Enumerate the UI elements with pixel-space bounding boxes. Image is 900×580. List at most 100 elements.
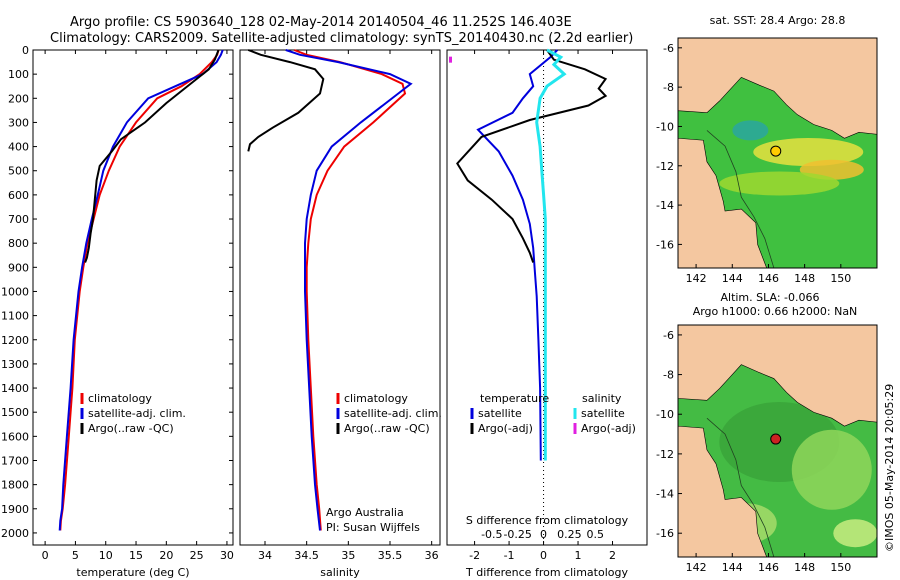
difference-s-legend-label: satellite — [581, 407, 625, 420]
depth-tick-label: 900 — [8, 261, 29, 274]
sla-map-ytick-label: -8 — [663, 369, 674, 382]
salinity-xtick-label: 34.5 — [294, 549, 319, 562]
salinity-legend-label: Argo(..raw -QC) — [344, 422, 430, 435]
difference-series-t-satellite — [476, 49, 559, 461]
sst-map-xtick-label: 144 — [722, 272, 743, 285]
depth-tick-label: 1300 — [1, 358, 29, 371]
depth-tick-label: 1400 — [1, 382, 29, 395]
sst-map-ytick-label: -10 — [656, 120, 674, 133]
header-line-1: Argo profile: CS 5903640_128 02-May-2014… — [70, 15, 572, 30]
temperature-panel-frame — [32, 49, 234, 546]
salinity-panel: 34 34.5 35 35.5 36 climatology satellite-adj. … — [239, 49, 442, 579]
salinity-xtick-label: 36 — [425, 549, 439, 562]
temperature-xtick-label: 15 — [129, 549, 143, 562]
sla-map-title-1: Altim. SLA: -0.066 — [720, 291, 819, 304]
sla-map-land-new-guinea — [677, 324, 878, 427]
salinity-series-climatology — [293, 49, 407, 531]
sla-map-panel: 142 144 146 148 150 -6 -8 -10 -12 -14 -16 Altim. SL… — [656, 291, 878, 574]
imos-stamp: ©IMOS 05-May-2014 20:05:29 — [883, 384, 896, 552]
sst-map-land-new-guinea — [677, 37, 878, 139]
difference-legend-s-title: salinity — [582, 392, 622, 405]
salinity-series-satellite-adj-clim- — [285, 49, 413, 531]
depth-tick-label: 500 — [8, 165, 29, 178]
depth-tick-label: 800 — [8, 237, 29, 250]
depth-tick-label: 0 — [22, 44, 29, 57]
temperature-panel: 0100200300400500600700800900100011001200… — [1, 44, 234, 579]
sst-map-xtick-label: 142 — [686, 272, 707, 285]
depth-tick-label: 1800 — [1, 479, 29, 492]
sla-map-ytick-label: -16 — [656, 527, 674, 540]
salinity-xtick-label: 35.5 — [378, 549, 403, 562]
sla-map-frame — [677, 324, 878, 558]
salinity-legend-label: climatology — [344, 392, 408, 405]
depth-tick-label: 200 — [8, 92, 29, 105]
sla-map-ytick-label: -12 — [656, 448, 674, 461]
sla-map-xtick-label: 144 — [722, 561, 743, 574]
temperature-xtick-label: 20 — [159, 549, 173, 562]
sst-map-field-patch — [719, 171, 840, 196]
difference-s-argo-mark — [449, 56, 452, 63]
sst-map-shelf-contour — [706, 130, 775, 269]
sst-map-argo-marker — [770, 145, 782, 157]
difference-xtick-label: -1 — [504, 549, 515, 562]
depth-tick-label: 700 — [8, 213, 29, 226]
sst-map-ytick-label: -12 — [656, 160, 674, 173]
depth-tick-label: 1900 — [1, 503, 29, 516]
sst-map-xtick-label: 148 — [794, 272, 815, 285]
depth-tick-label: 1100 — [1, 310, 29, 323]
salinity-xtick-label: 35 — [341, 549, 355, 562]
difference-xlabel: T difference from climatology — [465, 566, 628, 579]
difference-s-xlabel: S difference from climatology — [466, 514, 629, 527]
salinity-xlabel: salinity — [320, 566, 360, 579]
temperature-series-argo-raw-qc- — [84, 49, 220, 263]
sla-map-ytick-label: -10 — [656, 408, 674, 421]
depth-tick-label: 400 — [8, 141, 29, 154]
depth-tick-label: 300 — [8, 116, 29, 129]
sla-map-field-patch — [791, 429, 872, 510]
sst-map-field-patch — [732, 120, 769, 141]
difference-series-s-satellite — [535, 48, 567, 461]
header-line-2: Climatology: CARS2009. Satellite-adjuste… — [50, 31, 633, 46]
sla-map-field-patch — [833, 519, 878, 548]
salinity-annotation-pi: PI: Susan Wijffels — [326, 521, 420, 534]
temperature-xtick-label: 10 — [99, 549, 113, 562]
difference-s-tick-label: 0 — [540, 528, 547, 541]
difference-xtick-label: 2 — [609, 549, 616, 562]
salinity-legend-label: satellite-adj. clim. — [344, 407, 442, 420]
temperature-series-satellite-adj-clim- — [58, 49, 224, 531]
temperature-xtick-label: 0 — [42, 549, 49, 562]
difference-s-tick-label: -0.25 — [503, 528, 531, 541]
salinity-annotation-institution: Argo Australia — [326, 506, 404, 519]
sst-map-title: sat. SST: 28.4 Argo: 28.8 — [710, 14, 846, 27]
sst-map-xtick-label: 150 — [830, 272, 851, 285]
temperature-legend-label: satellite-adj. clim. — [88, 407, 186, 420]
depth-tick-label: 600 — [8, 189, 29, 202]
sla-map-xtick-label: 150 — [830, 561, 851, 574]
salinity-xtick-label: 34 — [258, 549, 272, 562]
difference-xtick-label: 1 — [575, 549, 582, 562]
temperature-legend-label: Argo(..raw -QC) — [88, 422, 174, 435]
difference-s-tick-label: 0.25 — [557, 528, 582, 541]
sla-map-shelf-contour — [706, 417, 775, 558]
sst-map-ytick-label: -6 — [663, 42, 674, 55]
difference-xtick-label: 0 — [540, 549, 547, 562]
sla-map-xtick-label: 148 — [794, 561, 815, 574]
salinity-panel-frame — [239, 49, 441, 546]
sst-map-panel: 142 144 146 148 150 -6 -8 -10 -12 -14 -16 sat. SST:… — [656, 14, 878, 285]
depth-tick-label: 1200 — [1, 334, 29, 347]
depth-tick-label: 2000 — [1, 527, 29, 540]
sla-map-title-2: Argo h1000: 0.66 h2000: NaN — [693, 305, 858, 318]
depth-tick-label: 1000 — [1, 285, 29, 298]
sst-map-field-patch — [753, 138, 864, 167]
sla-map-argo-marker — [770, 433, 782, 445]
sla-map-ytick-label: -6 — [663, 329, 674, 342]
sst-map-frame — [677, 37, 878, 269]
sla-map-xtick-label: 142 — [686, 561, 707, 574]
salinity-series-argo-raw-qc- — [247, 49, 325, 152]
difference-t-legend-label: Argo(-adj) — [478, 422, 533, 435]
difference-series-t-argo-adj- — [456, 49, 608, 263]
difference-s-legend-label: Argo(-adj) — [581, 422, 636, 435]
sst-map-xtick-label: 146 — [758, 272, 779, 285]
difference-legend-t-title: temperature — [480, 392, 549, 405]
